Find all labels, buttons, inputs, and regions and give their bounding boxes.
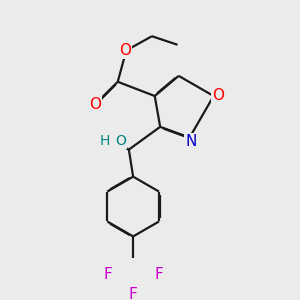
- Text: O: O: [212, 88, 224, 104]
- Text: F: F: [154, 267, 163, 282]
- Text: N: N: [185, 134, 197, 149]
- Text: O: O: [89, 97, 101, 112]
- Text: O: O: [115, 134, 126, 148]
- Text: H: H: [100, 134, 110, 148]
- Text: F: F: [129, 287, 137, 300]
- Text: F: F: [103, 267, 112, 282]
- Text: O: O: [119, 43, 131, 58]
